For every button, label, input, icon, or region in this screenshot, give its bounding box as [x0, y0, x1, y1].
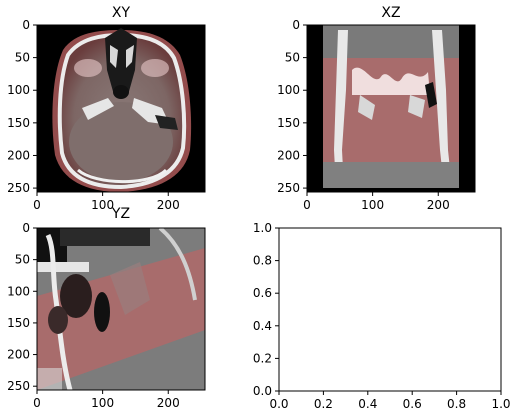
axes-frame: [36, 24, 206, 193]
axes-frame: [306, 24, 476, 193]
y-tick-label: 50: [15, 51, 30, 65]
x-tick-label: 0: [33, 396, 41, 410]
panel-yz: YZ 0 100 200 0 50 100 150 200 250: [7, 206, 206, 410]
x-tick-label: 0.4: [358, 397, 377, 411]
axis-ticks: 0 100 200 0 50 100 150 200 250: [7, 221, 180, 410]
axis-ticks: 0 100 200 0 50 100 150 200 250: [277, 18, 450, 212]
x-tick-label: 0: [33, 198, 41, 212]
y-tick-label: 0.6: [253, 286, 272, 300]
x-tick-label: 100: [91, 396, 114, 410]
axes-frame: [36, 227, 206, 391]
panel-xy: XY 0 100 200 0 50 100 150 200 250: [7, 5, 206, 212]
y-tick-label: 250: [7, 379, 30, 393]
y-tick-label: 0: [22, 221, 30, 235]
y-tick-label: 0.4: [253, 319, 272, 333]
panel-title: XZ: [381, 5, 400, 21]
y-tick-label: 200: [7, 348, 30, 362]
y-tick-label: 200: [277, 148, 300, 162]
y-tick-label: 100: [277, 83, 300, 97]
y-tick-label: 250: [277, 181, 300, 195]
y-tick-label: 100: [7, 284, 30, 298]
axis-ticks: 0 100 200 0 50 100 150 200 250: [7, 18, 180, 212]
x-tick-label: 100: [361, 198, 384, 212]
y-tick-label: 1.0: [253, 221, 272, 235]
y-tick-label: 50: [285, 51, 300, 65]
x-tick-label: 0: [303, 198, 311, 212]
x-tick-label: 100: [91, 198, 114, 212]
ct-axial-image: [37, 25, 205, 192]
panel-title: XY: [112, 5, 131, 21]
x-tick-label: 200: [157, 396, 180, 410]
y-tick-label: 0: [292, 18, 300, 32]
axis-ticks: 0.0 0.2 0.4 0.6 0.8 1.0 0.0 0.2 0.4 0.6 0.8 1.0: [253, 221, 511, 411]
y-tick-label: 200: [7, 148, 30, 162]
axes-frame: [278, 227, 502, 392]
ct-coronal-image: [307, 25, 475, 192]
y-tick-label: 0.0: [253, 384, 272, 398]
x-tick-label: 200: [157, 198, 180, 212]
y-tick-label: 50: [15, 253, 30, 267]
y-tick-label: 0.8: [253, 254, 272, 268]
x-tick-label: 0.2: [314, 397, 333, 411]
x-tick-label: 0.0: [269, 397, 288, 411]
ct-sagittal-image: [37, 228, 205, 390]
axes-background: [279, 228, 501, 391]
panel-empty: 0.0 0.2 0.4 0.6 0.8 1.0 0.0 0.2 0.4 0.6 0.8 1.0: [253, 221, 511, 411]
y-tick-label: 0: [22, 18, 30, 32]
y-tick-label: 0.2: [253, 351, 272, 365]
x-tick-label: 0.6: [403, 397, 422, 411]
panel-xz: XZ 0 100 200 0 50 100 150 200 250: [277, 5, 476, 212]
x-tick-label: 1.0: [491, 397, 510, 411]
y-tick-label: 250: [7, 181, 30, 195]
y-tick-label: 150: [277, 116, 300, 130]
y-tick-label: 150: [7, 316, 30, 330]
y-tick-label: 150: [7, 116, 30, 130]
x-tick-label: 200: [427, 198, 450, 212]
y-tick-label: 100: [7, 83, 30, 97]
x-tick-label: 0.8: [447, 397, 466, 411]
panel-title: YZ: [111, 206, 130, 222]
